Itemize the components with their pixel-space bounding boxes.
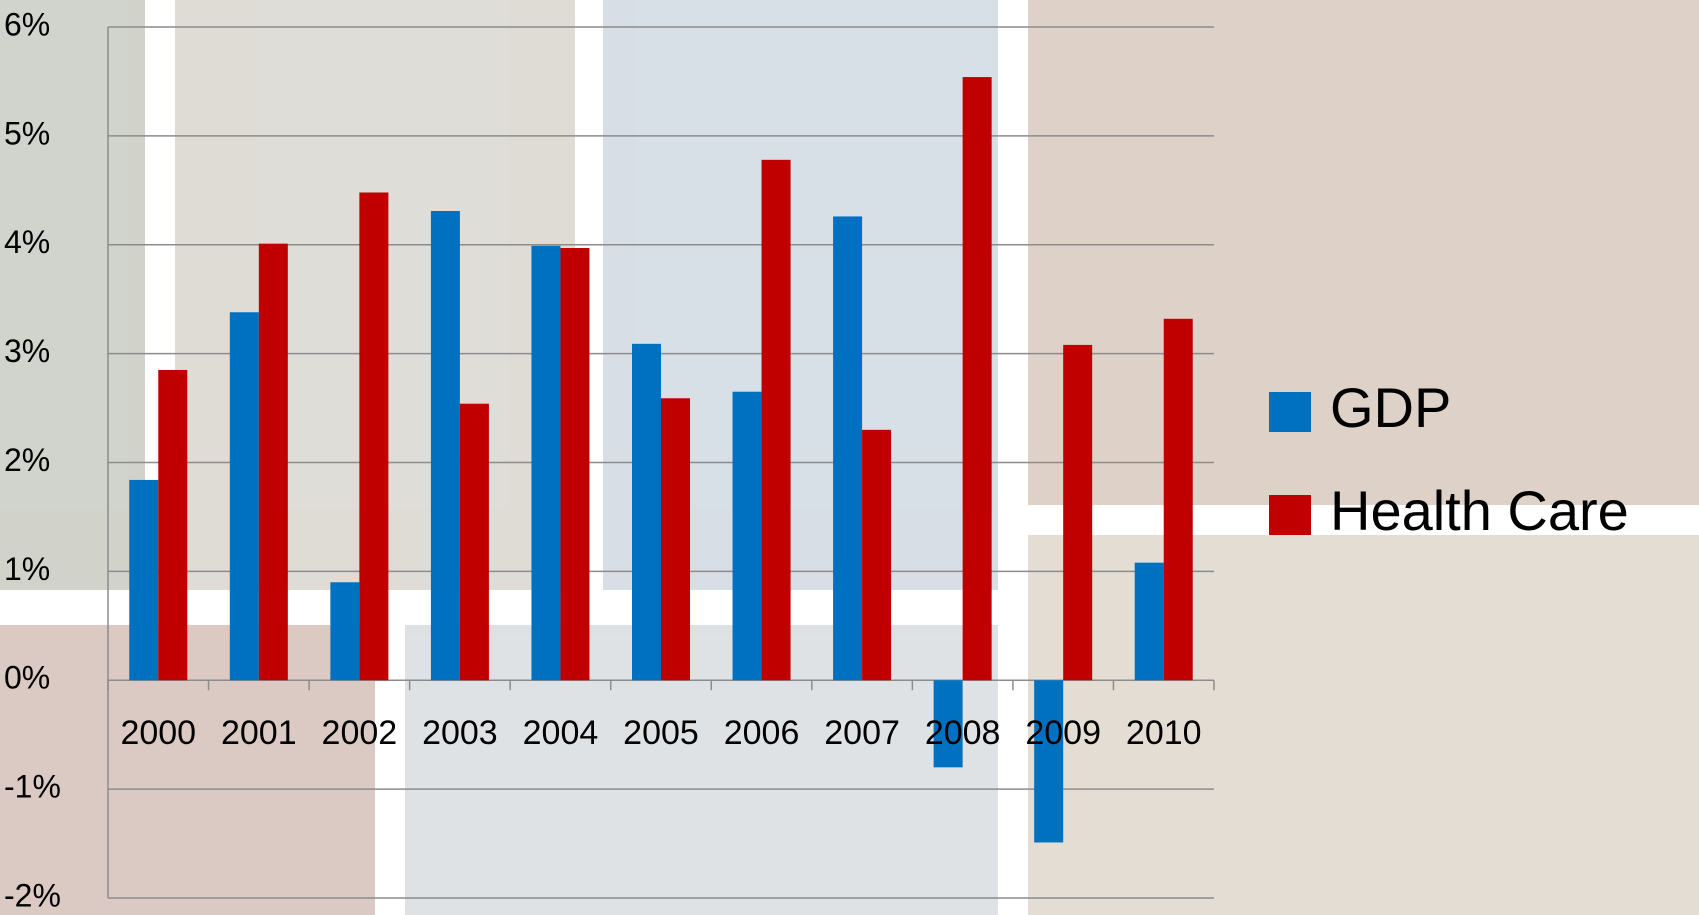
x-tick-label: 2009 bbox=[1025, 714, 1101, 752]
y-tick-label: 1% bbox=[4, 551, 50, 587]
bar bbox=[229, 312, 259, 681]
bar bbox=[933, 680, 963, 768]
bar bbox=[732, 391, 762, 681]
y-tick-label: 6% bbox=[4, 6, 50, 42]
bar bbox=[962, 77, 992, 681]
bar bbox=[359, 192, 389, 681]
legend-label: GDP bbox=[1330, 376, 1451, 439]
y-tick-label: 0% bbox=[4, 660, 50, 696]
bar bbox=[330, 582, 360, 681]
photo-panel bbox=[0, 0, 145, 590]
bar bbox=[632, 343, 661, 681]
x-tick-label: 2007 bbox=[824, 714, 900, 752]
legend-swatch bbox=[1269, 495, 1311, 535]
x-tick-label: 2000 bbox=[120, 714, 196, 752]
bar bbox=[761, 159, 791, 681]
bar bbox=[1063, 344, 1093, 681]
x-tick-label: 2003 bbox=[422, 714, 498, 752]
bar bbox=[129, 479, 159, 681]
bar bbox=[1034, 680, 1064, 843]
legend-swatch bbox=[1269, 392, 1311, 432]
bar bbox=[459, 403, 489, 681]
y-tick-label: 3% bbox=[4, 333, 50, 369]
bar bbox=[1134, 562, 1164, 681]
bar bbox=[258, 243, 288, 681]
bar bbox=[430, 210, 460, 681]
photo-panel bbox=[0, 625, 375, 915]
y-tick-label: 2% bbox=[4, 442, 50, 478]
x-tick-label: 2005 bbox=[623, 714, 699, 752]
x-tick-label: 2006 bbox=[724, 714, 800, 752]
bar bbox=[158, 369, 188, 681]
y-tick-label: 5% bbox=[4, 115, 50, 151]
photo-panel bbox=[405, 625, 998, 915]
bar bbox=[862, 429, 892, 681]
y-tick-label: -2% bbox=[4, 877, 61, 913]
y-tick-label: 4% bbox=[4, 224, 50, 260]
bar bbox=[531, 245, 561, 681]
y-tick-label: -1% bbox=[4, 769, 61, 805]
x-tick-label: 2008 bbox=[925, 714, 1001, 752]
bar bbox=[833, 216, 863, 681]
x-tick-label: 2004 bbox=[523, 714, 599, 752]
legend-label: Health Care bbox=[1330, 479, 1629, 542]
bar bbox=[560, 248, 590, 681]
bar bbox=[661, 398, 690, 681]
x-tick-label: 2002 bbox=[322, 714, 398, 752]
x-tick-label: 2010 bbox=[1126, 714, 1202, 752]
photo-panel bbox=[1028, 0, 1699, 505]
bar bbox=[1163, 318, 1193, 681]
x-tick-label: 2001 bbox=[221, 714, 297, 752]
